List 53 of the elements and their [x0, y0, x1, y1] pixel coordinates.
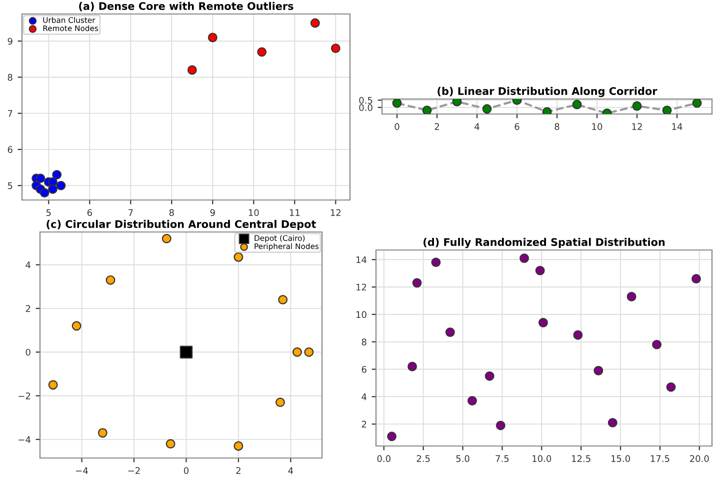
y-tick-label: 0	[26, 348, 30, 356]
x-tick-label: 15.0	[611, 455, 630, 462]
chart-title: (d) Fully Randomized Spatial Distribution	[424, 238, 665, 248]
x-tick-label: 17.5	[650, 455, 670, 462]
x-tick-label: 0.0	[377, 455, 390, 462]
x-tick-label: 0	[394, 123, 400, 130]
y-tick-label: 5	[8, 182, 12, 190]
y-tick-label: 4	[362, 394, 366, 400]
x-tick-label: 7	[128, 209, 133, 216]
x-tick-label: 12	[330, 209, 340, 216]
x-tick-label: 20.0	[690, 455, 709, 462]
x-tick-label: 7.5	[496, 455, 509, 462]
x-tick-label: −4	[76, 467, 88, 474]
x-tick-label: 2	[236, 467, 240, 474]
y-tick-label: 0.5	[359, 96, 372, 104]
x-tick-label: 2.5	[416, 455, 430, 462]
chart-title: (a) Dense Core with Remote Outliers	[79, 2, 294, 12]
x-tick-label: 10	[248, 209, 259, 216]
y-tick-label: 9	[8, 38, 12, 45]
x-tick-label: 0	[184, 467, 188, 474]
chart-title: (b) Linear Distribution Along Corridor	[438, 86, 658, 98]
x-tick-label: 6	[514, 123, 520, 130]
y-tick-label: −2	[18, 392, 30, 400]
y-tick-label: 6	[362, 366, 366, 373]
y-tick-label: 2	[26, 305, 30, 312]
y-tick-label: 7	[8, 110, 12, 117]
x-tick-label: 4	[288, 467, 294, 474]
y-tick-label: 4	[26, 262, 30, 268]
x-tick-label: 8	[554, 123, 560, 130]
x-tick-label: −2	[128, 467, 140, 474]
y-tick-label: 0.0	[359, 104, 372, 112]
y-tick-label: 8	[8, 74, 12, 81]
y-tick-label: 12	[356, 284, 366, 290]
x-tick-label: 4	[474, 123, 480, 130]
x-tick-label: 5.0	[456, 455, 470, 462]
x-tick-label: 9	[210, 209, 215, 216]
x-tick-label: 10	[592, 123, 602, 130]
x-tick-label: 6	[87, 209, 92, 216]
y-tick-label: 2	[362, 420, 366, 428]
x-tick-label: 12.5	[572, 455, 590, 462]
x-tick-label: 14	[672, 123, 682, 130]
x-tick-label: 12	[632, 123, 642, 130]
x-tick-label: 2	[434, 123, 439, 130]
x-tick-label: 8	[169, 209, 174, 216]
x-tick-label: 10.0	[532, 455, 552, 462]
y-tick-label: 14	[356, 256, 366, 264]
y-tick-label: −4	[18, 436, 30, 443]
chart-title: (c) Circular Distribution Around Central Depot	[46, 220, 316, 230]
y-tick-label: 8	[362, 338, 366, 346]
y-tick-label: 10	[356, 311, 366, 318]
y-tick-label: 6	[8, 146, 12, 153]
x-tick-label: 11	[290, 209, 300, 216]
x-tick-label: 5	[46, 209, 51, 216]
